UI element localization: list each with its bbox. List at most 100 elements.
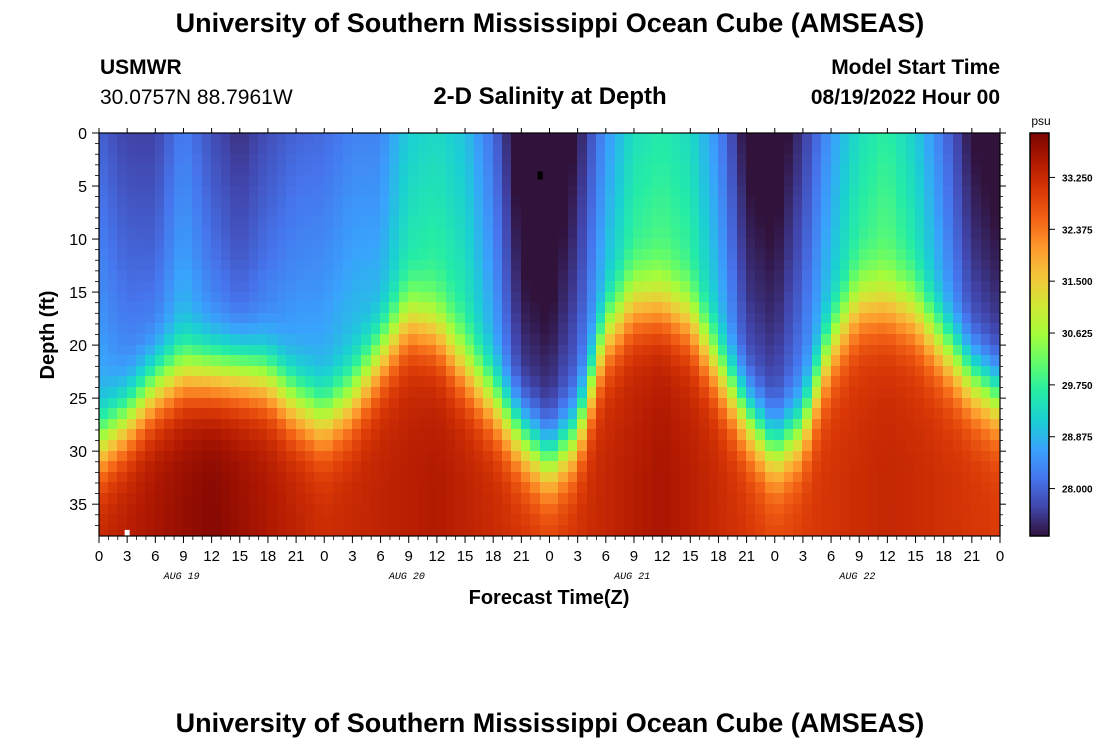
- heatmap-cell: [765, 504, 776, 516]
- heatmap-cell: [99, 345, 110, 357]
- heatmap-cell: [324, 154, 335, 166]
- heatmap-cell: [145, 387, 157, 400]
- heatmap-cell: [239, 260, 251, 272]
- heatmap-cell: [296, 143, 307, 156]
- heatmap-cell: [690, 196, 701, 209]
- heatmap-cell: [192, 504, 204, 516]
- heatmap-cell: [324, 334, 335, 347]
- heatmap-cell: [324, 440, 335, 453]
- heatmap-cell: [502, 249, 513, 262]
- heatmap-cell: [699, 472, 711, 484]
- heatmap-cell: [690, 419, 701, 431]
- heatmap-cell: [455, 355, 467, 368]
- heatmap-cell: [840, 186, 851, 198]
- heatmap-cell: [164, 398, 176, 410]
- heatmap-cell: [343, 249, 354, 262]
- heatmap-cell: [605, 461, 617, 474]
- heatmap-cell: [221, 154, 232, 166]
- heatmap-cell: [962, 440, 973, 453]
- heatmap-cell: [136, 525, 147, 537]
- heatmap-cell: [324, 429, 335, 442]
- heatmap-cell: [877, 482, 889, 495]
- heatmap-cell: [568, 504, 579, 516]
- heatmap-cell: [615, 376, 626, 389]
- x-tick-label: 3: [573, 548, 581, 565]
- heatmap-cell: [408, 472, 420, 484]
- heatmap-cell: [746, 440, 757, 453]
- heatmap-cell: [483, 461, 495, 474]
- heatmap-cell: [333, 376, 345, 389]
- heatmap-cell: [699, 196, 711, 209]
- heatmap-cell: [718, 345, 729, 357]
- heatmap-cell: [511, 451, 523, 463]
- heatmap-cell: [202, 345, 213, 357]
- heatmap-cell: [436, 281, 448, 294]
- heatmap-cell: [493, 472, 504, 484]
- heatmap-cell: [267, 408, 279, 421]
- heatmap-cell: [765, 461, 776, 474]
- heatmap-cell: [352, 323, 363, 336]
- heatmap-cell: [221, 207, 232, 219]
- heatmap-cell: [183, 281, 194, 294]
- heatmap-cell: [605, 313, 617, 325]
- heatmap-cell: [436, 228, 448, 241]
- heatmap-cell: [896, 302, 908, 315]
- heatmap-cell: [174, 408, 185, 421]
- heatmap-cell: [746, 376, 757, 389]
- heatmap-cell: [540, 313, 551, 325]
- heatmap-cell: [802, 175, 814, 188]
- heatmap-cell: [709, 398, 720, 410]
- heatmap-cell: [887, 239, 898, 251]
- heatmap-cell: [680, 387, 692, 400]
- heatmap-cell: [802, 260, 814, 272]
- heatmap-cell: [511, 154, 523, 166]
- heatmap-cell: [793, 504, 804, 516]
- heatmap-cell: [615, 313, 626, 325]
- heatmap-cell: [502, 143, 513, 156]
- heatmap-cell: [633, 525, 645, 537]
- heatmap-cell: [427, 440, 438, 453]
- heatmap-cell: [436, 239, 448, 251]
- heatmap-cell: [540, 398, 551, 410]
- heatmap-cell: [99, 472, 110, 484]
- heatmap-cell: [784, 355, 795, 368]
- heatmap-cell: [455, 292, 467, 304]
- heatmap-cell: [343, 461, 354, 474]
- heatmap-cell: [699, 313, 711, 325]
- heatmap-cell: [605, 482, 617, 495]
- heatmap-cell: [737, 249, 748, 262]
- heatmap-cell: [690, 228, 701, 241]
- heatmap-cell: [108, 249, 119, 262]
- heatmap-cell: [849, 292, 861, 304]
- heatmap-cell: [906, 376, 917, 389]
- heatmap-cell: [568, 408, 579, 421]
- heatmap-cell: [718, 207, 729, 219]
- heatmap-cell: [793, 175, 804, 188]
- heatmap-cell: [258, 154, 269, 166]
- heatmap-cell: [249, 514, 260, 527]
- heatmap-cell: [117, 239, 129, 251]
- heatmap-cell: [436, 472, 448, 484]
- x-tick-label: 9: [855, 548, 863, 565]
- heatmap-cell: [202, 525, 213, 537]
- heatmap-cell: [821, 270, 833, 283]
- heatmap-cell: [164, 461, 176, 474]
- heatmap-cell: [483, 334, 495, 347]
- heatmap-cell: [540, 440, 551, 453]
- heatmap-cell: [99, 175, 110, 188]
- heatmap-cell: [690, 239, 701, 251]
- heatmap-cell: [117, 366, 129, 378]
- heatmap-cell: [314, 313, 326, 325]
- heatmap-cell: [802, 514, 814, 527]
- heatmap-cell: [399, 493, 410, 506]
- heatmap-cell: [558, 482, 570, 495]
- heatmap-cell: [877, 292, 889, 304]
- heatmap-cell: [802, 164, 814, 177]
- heatmap-cell: [474, 260, 485, 272]
- heatmap-cell: [662, 270, 673, 283]
- heatmap-cell: [821, 429, 833, 442]
- heatmap-cell: [267, 143, 279, 156]
- heatmap-cell: [314, 164, 326, 177]
- heatmap-cell: [436, 419, 448, 431]
- heatmap-cell: [709, 175, 720, 188]
